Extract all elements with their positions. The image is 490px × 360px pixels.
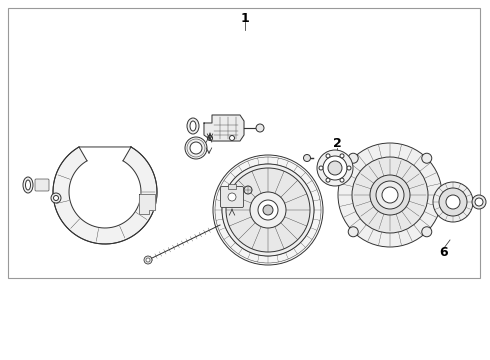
Circle shape <box>213 155 323 265</box>
Circle shape <box>319 166 323 170</box>
Circle shape <box>226 168 310 252</box>
Ellipse shape <box>146 258 150 262</box>
Ellipse shape <box>187 118 199 134</box>
Ellipse shape <box>190 121 196 131</box>
Ellipse shape <box>25 180 30 190</box>
Circle shape <box>185 137 207 159</box>
Ellipse shape <box>23 177 33 193</box>
Circle shape <box>250 192 286 228</box>
Circle shape <box>347 166 351 170</box>
Circle shape <box>439 188 467 216</box>
Circle shape <box>422 153 432 163</box>
Circle shape <box>472 195 486 209</box>
Circle shape <box>222 164 314 256</box>
Circle shape <box>229 135 235 140</box>
FancyBboxPatch shape <box>220 186 244 207</box>
Polygon shape <box>204 115 244 141</box>
Circle shape <box>328 161 342 175</box>
Circle shape <box>340 154 344 158</box>
Circle shape <box>263 205 273 215</box>
Circle shape <box>323 156 347 180</box>
Text: 6: 6 <box>440 247 448 260</box>
Circle shape <box>422 227 432 237</box>
Circle shape <box>433 182 473 222</box>
Text: 5: 5 <box>254 237 262 249</box>
Circle shape <box>53 195 58 201</box>
FancyBboxPatch shape <box>35 179 49 191</box>
Circle shape <box>352 157 428 233</box>
Circle shape <box>382 187 398 203</box>
Circle shape <box>317 150 353 186</box>
Circle shape <box>190 142 202 154</box>
Bar <box>8 8 480 278</box>
Circle shape <box>207 135 213 140</box>
Circle shape <box>51 193 61 203</box>
Circle shape <box>338 143 442 247</box>
Bar <box>228 184 236 189</box>
Circle shape <box>244 186 252 194</box>
Circle shape <box>258 200 278 220</box>
Circle shape <box>256 124 264 132</box>
Circle shape <box>303 154 311 162</box>
Polygon shape <box>53 147 157 244</box>
Circle shape <box>340 178 344 182</box>
Polygon shape <box>139 194 155 214</box>
Circle shape <box>348 153 358 163</box>
Text: 4: 4 <box>197 141 206 154</box>
Circle shape <box>475 198 483 206</box>
Circle shape <box>370 175 410 215</box>
Circle shape <box>326 178 330 182</box>
Circle shape <box>326 154 330 158</box>
Circle shape <box>376 181 404 209</box>
Text: 1: 1 <box>241 12 249 24</box>
Circle shape <box>348 227 358 237</box>
Text: 3: 3 <box>252 171 260 185</box>
Circle shape <box>228 193 236 201</box>
Text: 2: 2 <box>333 136 342 149</box>
Ellipse shape <box>144 256 152 264</box>
Circle shape <box>446 195 460 209</box>
